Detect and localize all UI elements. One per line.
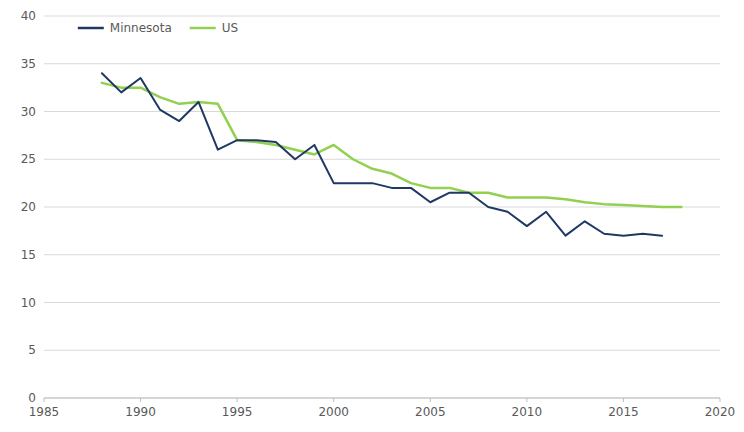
x-tick (430, 398, 431, 402)
legend-label: Minnesota (110, 21, 172, 35)
grid-line (44, 254, 720, 255)
x-tick (623, 398, 624, 402)
x-tick-label: 2010 (512, 405, 543, 419)
x-tick-label: 2005 (415, 405, 446, 419)
x-tick-label: 2000 (318, 405, 349, 419)
x-axis-line (44, 398, 720, 399)
legend-swatch (190, 27, 216, 30)
grid-line (44, 302, 720, 303)
grid-line (44, 16, 720, 17)
grid-line (44, 63, 720, 64)
y-tick-label: 30 (21, 105, 36, 119)
x-tick (720, 398, 721, 402)
x-tick (140, 398, 141, 402)
y-tick-label: 0 (28, 391, 36, 405)
legend-label: US (222, 21, 238, 35)
y-tick-label: 35 (21, 57, 36, 71)
plot-area (102, 73, 681, 235)
y-tick-label: 40 (21, 9, 36, 23)
chart: 0 5 10 15 20 25 30 35 40 1985 1990 1995 2000 2005 2010… (0, 0, 744, 432)
legend-swatch (78, 27, 104, 30)
x-tick (237, 398, 238, 402)
x-tick-label: 1990 (125, 405, 156, 419)
y-tick-label: 5 (28, 343, 36, 357)
legend: Minnesota US (78, 21, 238, 35)
grid-line (44, 207, 720, 208)
grid-line (44, 398, 720, 399)
x-tick-label: 1985 (29, 405, 60, 419)
series-line (102, 73, 662, 235)
y-tick-label: 20 (21, 200, 36, 214)
y-tick-label: 25 (21, 152, 36, 166)
grid-line (44, 111, 720, 112)
x-tick (333, 398, 334, 402)
y-tick-label: 10 (21, 296, 36, 310)
x-tick (44, 398, 45, 402)
grid-line (44, 350, 720, 351)
grid-line (44, 159, 720, 160)
background (0, 0, 744, 432)
x-tick (526, 398, 527, 402)
x-tick-label: 2015 (608, 405, 639, 419)
y-tick-label: 15 (21, 248, 36, 262)
x-tick-label: 2020 (705, 405, 736, 419)
x-tick-label: 1995 (222, 405, 253, 419)
